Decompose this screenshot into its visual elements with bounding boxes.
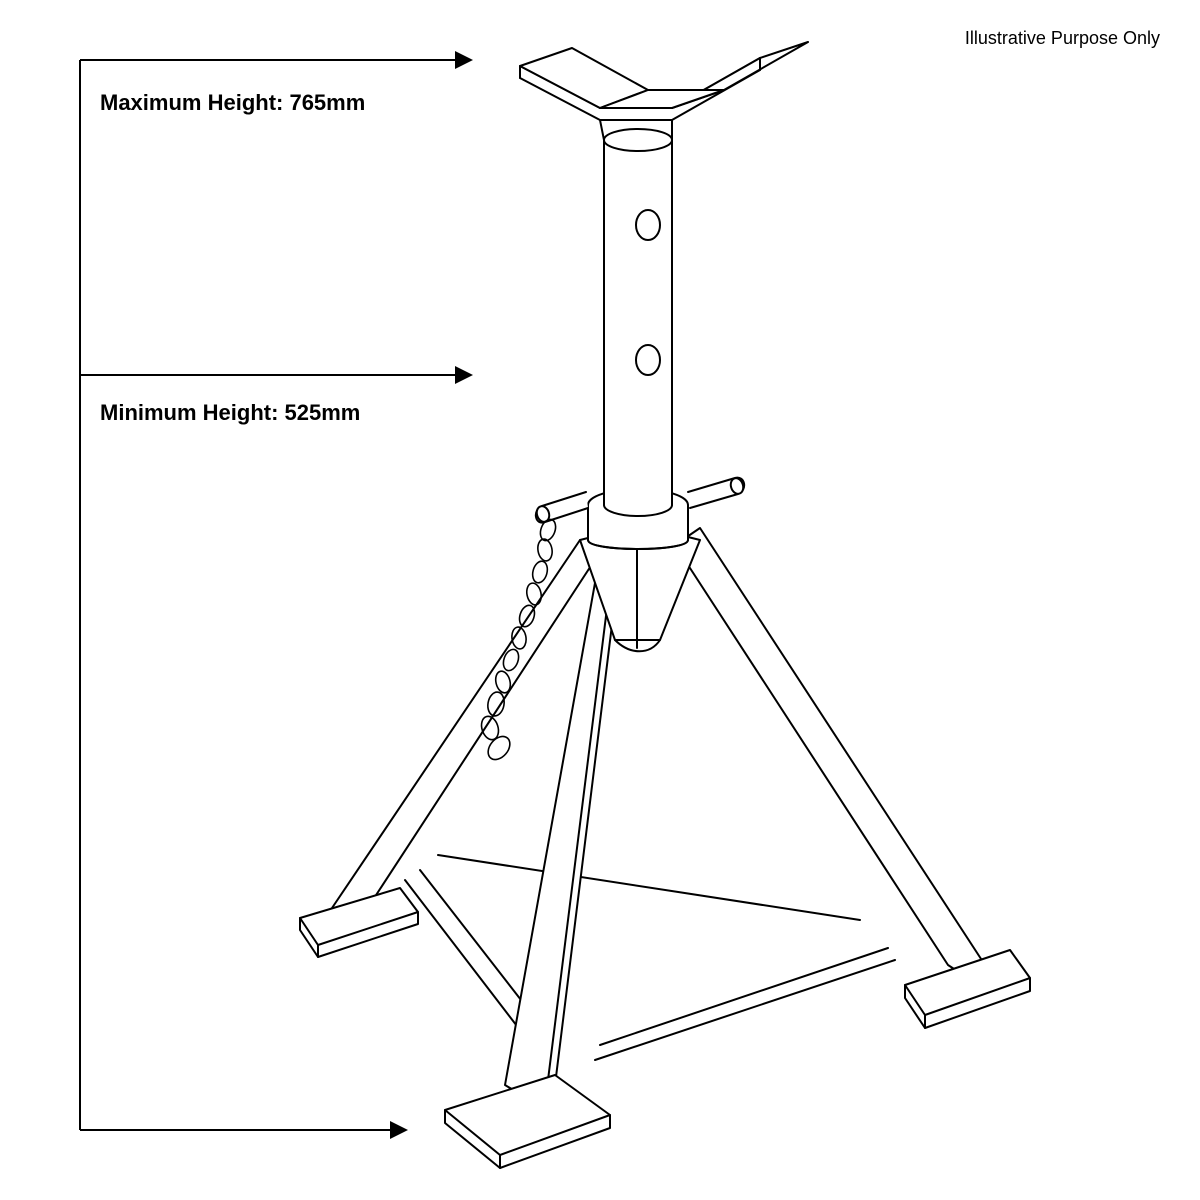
dimension-lines — [80, 60, 470, 1130]
jack-stand-drawing — [300, 42, 1030, 1168]
base-braces — [405, 855, 895, 1060]
inner-column — [604, 129, 672, 505]
leg-right — [675, 528, 1030, 1028]
pin-hole-1 — [636, 210, 660, 240]
saddle — [520, 42, 808, 140]
pin-hole-2 — [636, 345, 660, 375]
diagram-svg — [0, 0, 1200, 1200]
